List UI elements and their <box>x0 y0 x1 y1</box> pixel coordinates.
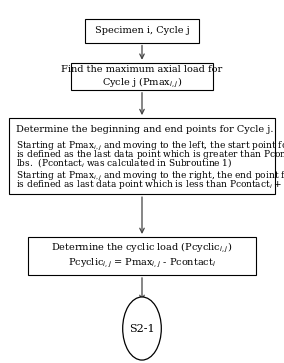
Text: Determine the cyclic load (Pcyclic$_{i,j}$): Determine the cyclic load (Pcyclic$_{i,j… <box>51 241 233 255</box>
Bar <box>9 118 275 194</box>
Ellipse shape <box>123 297 161 360</box>
Text: Find the maximum axial load for: Find the maximum axial load for <box>61 65 223 74</box>
Text: Starting at Pmax$_{i,j}$ and moving to the right, the end point for cycle j: Starting at Pmax$_{i,j}$ and moving to t… <box>16 170 284 183</box>
Text: Determine the beginning and end points for Cycle j.: Determine the beginning and end points f… <box>16 125 273 134</box>
Text: Specimen i, Cycle j: Specimen i, Cycle j <box>95 26 189 35</box>
Text: Starting at Pmax$_{i,j}$ and moving to the left, the start point for Cycle j: Starting at Pmax$_{i,j}$ and moving to t… <box>16 140 284 153</box>
Bar <box>85 19 199 42</box>
Bar <box>71 62 213 90</box>
Text: Pcyclic$_{i,j}$ = Pmax$_{i,j}$ - Pcontact$_i$: Pcyclic$_{i,j}$ = Pmax$_{i,j}$ - Pcontac… <box>68 257 216 270</box>
Bar <box>28 237 256 275</box>
Text: lbs.  (Pcontact$_i$ was calculated in Subroutine 1): lbs. (Pcontact$_i$ was calculated in Sub… <box>16 156 232 169</box>
Text: S2-1: S2-1 <box>129 323 155 334</box>
Text: is defined as last data point which is less than Pcontact$_i$ + 6 lbs.: is defined as last data point which is l… <box>16 178 284 191</box>
Text: is defined as the last data point which is greater than Pcontact$_i$ + 6: is defined as the last data point which … <box>16 148 284 161</box>
Text: Cycle j (Pmax$_{i,j}$): Cycle j (Pmax$_{i,j}$) <box>102 76 182 90</box>
